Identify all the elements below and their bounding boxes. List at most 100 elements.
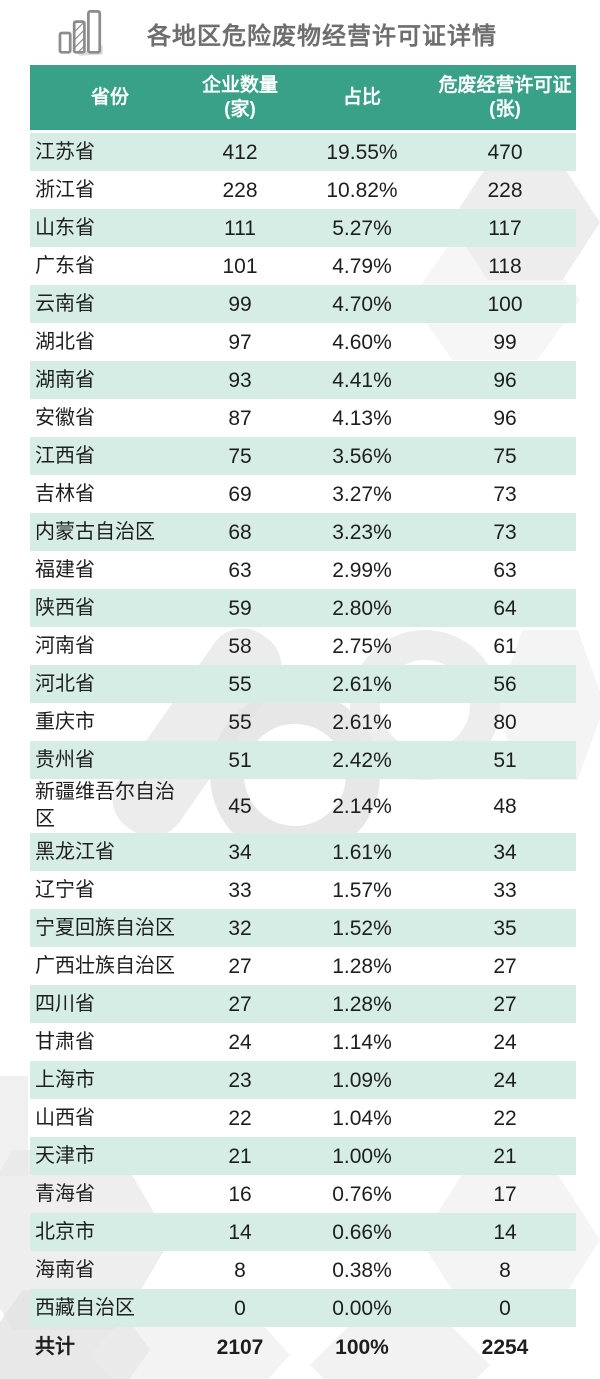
cell-share: 4.13%: [332, 406, 392, 430]
col-header-share: 占比: [342, 86, 381, 108]
cell-companies: 27: [228, 954, 252, 978]
cell-companies: 55: [228, 710, 252, 734]
cell-province: 甘肃省: [35, 1030, 95, 1053]
cell-share: 2.75%: [332, 634, 392, 658]
table-row: 山西省 22 1.04% 22: [30, 1099, 576, 1137]
cell-companies: 59: [228, 596, 252, 620]
cell-province: 湖南省: [35, 368, 95, 391]
table-row: 内蒙古自治区 68 3.23% 73: [30, 513, 576, 551]
cell-companies: 22: [228, 1106, 252, 1130]
cell-companies: 101: [222, 254, 258, 278]
table-row: 辽宁省 33 1.57% 33: [30, 871, 576, 909]
cell-permits: 17: [493, 1182, 517, 1206]
cell-share: 1.57%: [332, 878, 392, 902]
cell-province: 四川省: [35, 992, 95, 1015]
cell-companies: 412: [222, 140, 258, 164]
table-row: 吉林省 69 3.27% 73: [30, 475, 576, 513]
cell-permits: 117: [488, 216, 522, 240]
cell-companies: 68: [228, 520, 252, 544]
cell-share: 10.82%: [326, 178, 398, 202]
cell-province: 广西壮族自治区: [35, 954, 175, 977]
cell-share: 0.00%: [332, 1296, 392, 1320]
cell-share: 4.70%: [332, 292, 392, 316]
permits-table: 省份 企业数量 (家) 占比 危废经营许可证 (张) 江苏省 412 19.55…: [30, 65, 576, 1368]
total-companies: 2107: [216, 1336, 264, 1359]
cell-companies: 23: [228, 1068, 252, 1092]
table-body: 江苏省 412 19.55% 470 浙江省 228 10.82% 228 山东…: [30, 133, 576, 1327]
cell-companies: 58: [228, 634, 252, 658]
title-bar: 各地区危险废物经营许可证详情: [57, 6, 497, 60]
cell-companies: 111: [224, 216, 256, 240]
cell-share: 1.04%: [332, 1106, 392, 1130]
cell-companies: 32: [228, 916, 252, 940]
table-header: 省份 企业数量 (家) 占比 危废经营许可证 (张): [30, 65, 576, 130]
cell-permits: 35: [493, 916, 517, 940]
cell-companies: 8: [234, 1258, 246, 1282]
table-row: 天津市 21 1.00% 21: [30, 1137, 576, 1175]
col-header-companies: 企业数量 (家): [201, 74, 278, 120]
cell-permits: 61: [493, 634, 517, 658]
cell-permits: 96: [493, 368, 517, 392]
cell-share: 3.27%: [332, 482, 392, 506]
cell-permits: 27: [493, 992, 517, 1016]
cell-companies: 34: [228, 840, 252, 864]
cell-province: 北京市: [35, 1220, 95, 1243]
cell-permits: 470: [487, 140, 523, 164]
cell-share: 2.61%: [332, 710, 392, 734]
table-row: 陕西省 59 2.80% 64: [30, 589, 576, 627]
cell-permits: 34: [493, 840, 517, 864]
table-row: 山东省 111 5.27% 117: [30, 209, 576, 247]
cell-permits: 22: [493, 1106, 517, 1130]
table-row: 四川省 27 1.28% 27: [30, 985, 576, 1023]
cell-province: 山东省: [35, 216, 95, 239]
table-row: 云南省 99 4.70% 100: [30, 285, 576, 323]
cell-share: 4.41%: [332, 368, 392, 392]
cell-share: 1.09%: [332, 1068, 392, 1092]
cell-permits: 100: [487, 292, 523, 316]
cell-share: 2.99%: [332, 558, 392, 582]
cell-permits: 75: [493, 444, 517, 468]
table-row: 江苏省 412 19.55% 470: [30, 133, 576, 171]
table-row: 海南省 8 0.38% 8: [30, 1251, 576, 1289]
table-row: 北京市 14 0.66% 14: [30, 1213, 576, 1251]
cell-share: 3.56%: [332, 444, 392, 468]
cell-province: 辽宁省: [35, 878, 95, 901]
cell-province: 新疆维吾尔自治区: [35, 781, 175, 830]
col-header-permits: 危废经营许可证 (张): [438, 74, 572, 120]
cell-share: 4.79%: [332, 254, 392, 278]
table-row: 湖南省 93 4.41% 96: [30, 361, 576, 399]
table-row: 重庆市 55 2.61% 80: [30, 703, 576, 741]
cell-share: 5.27%: [332, 216, 392, 240]
cell-province: 江西省: [35, 444, 95, 467]
cell-permits: 24: [493, 1030, 517, 1054]
cell-province: 贵州省: [35, 748, 95, 771]
cell-province: 陕西省: [35, 596, 95, 619]
cell-companies: 21: [228, 1144, 252, 1168]
table-row: 青海省 16 0.76% 17: [30, 1175, 576, 1213]
cell-permits: 64: [493, 596, 517, 620]
table-row: 安徽省 87 4.13% 96: [30, 399, 576, 437]
cell-permits: 63: [493, 558, 517, 582]
cell-permits: 21: [493, 1144, 517, 1168]
cell-permits: 118: [488, 254, 522, 278]
cell-province: 天津市: [35, 1144, 95, 1167]
table-total-row: 共计 2107 100% 2254: [30, 1327, 576, 1368]
cell-share: 0.66%: [332, 1220, 392, 1244]
table-row: 上海市 23 1.09% 24: [30, 1061, 576, 1099]
cell-companies: 27: [228, 992, 252, 1016]
cell-permits: 33: [493, 878, 517, 902]
cell-permits: 27: [493, 954, 517, 978]
cell-permits: 99: [493, 330, 517, 354]
cell-province: 吉林省: [35, 482, 95, 505]
cell-companies: 33: [228, 878, 252, 902]
cell-companies: 16: [228, 1182, 252, 1206]
cell-province: 上海市: [35, 1068, 95, 1091]
table-row: 贵州省 51 2.42% 51: [30, 741, 576, 779]
cell-province: 河南省: [35, 634, 95, 657]
cell-province: 重庆市: [35, 710, 95, 733]
cell-province: 湖北省: [35, 330, 95, 353]
cell-share: 2.80%: [332, 596, 392, 620]
cell-permits: 24: [493, 1068, 517, 1092]
total-label: 共计: [35, 1336, 75, 1358]
table-row: 福建省 63 2.99% 63: [30, 551, 576, 589]
